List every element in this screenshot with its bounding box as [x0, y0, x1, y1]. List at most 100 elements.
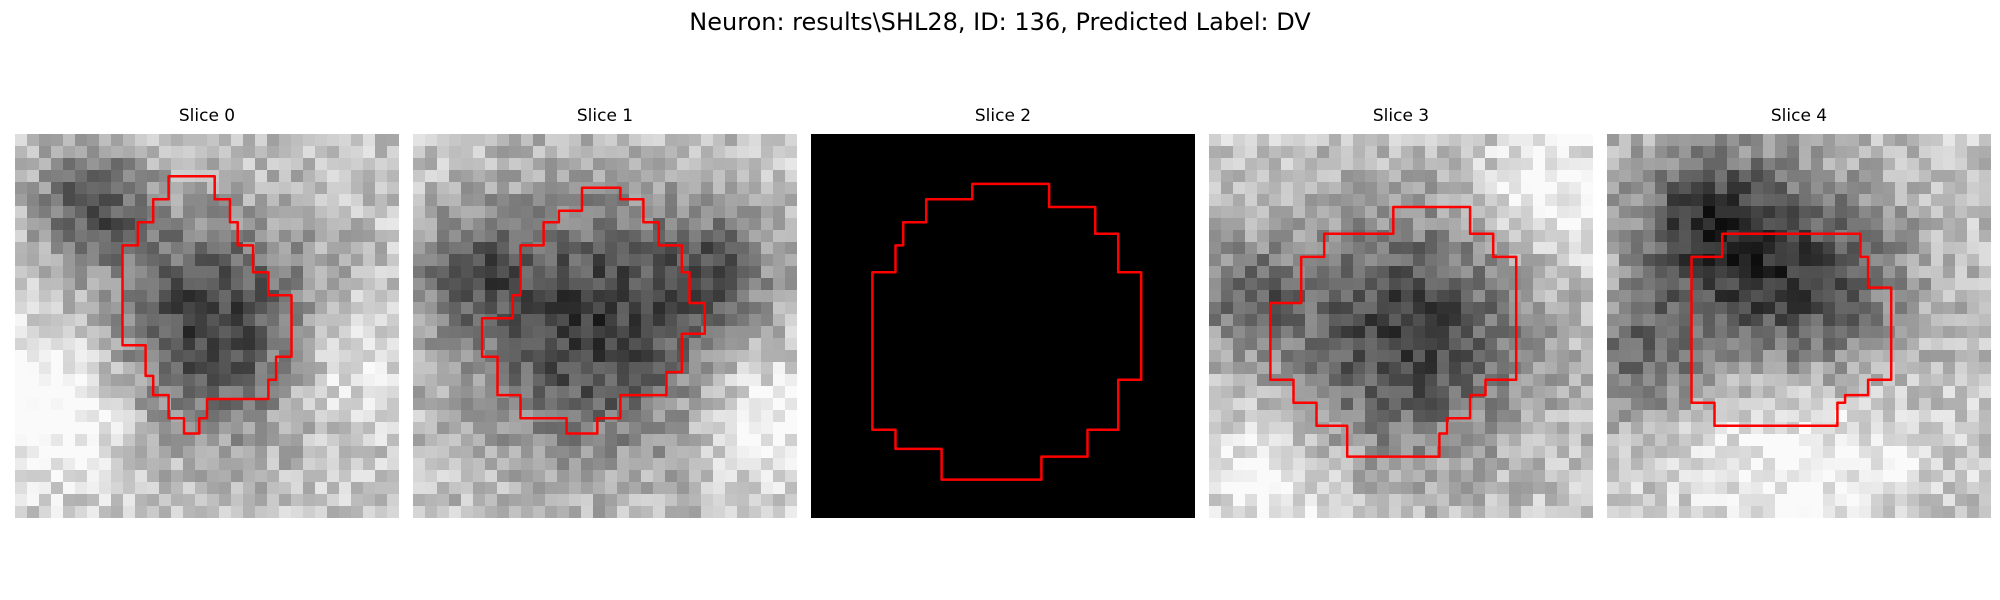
pixel	[473, 302, 486, 315]
pixel	[1257, 422, 1270, 435]
pixel	[557, 314, 570, 327]
pixel	[581, 206, 594, 219]
pixel	[665, 506, 678, 518]
pixel	[1437, 206, 1450, 219]
pixel	[689, 194, 702, 207]
pixel	[413, 242, 426, 255]
pixel	[569, 206, 582, 219]
pixel	[1979, 218, 1991, 231]
pixel	[363, 338, 376, 351]
pixel	[159, 302, 172, 315]
pixel	[677, 422, 690, 435]
pixel	[1607, 362, 1620, 375]
pixel	[1943, 134, 1956, 147]
pixel	[1293, 170, 1306, 183]
pixel	[653, 494, 666, 507]
pixel	[39, 206, 52, 219]
pixel	[1413, 482, 1426, 495]
pixel	[413, 362, 426, 375]
pixel	[509, 398, 522, 411]
pixel	[1557, 278, 1570, 291]
pixel	[1715, 506, 1728, 518]
pixel	[1341, 206, 1354, 219]
pixel	[63, 494, 76, 507]
pixel	[63, 362, 76, 375]
pixel	[27, 422, 40, 435]
pixel	[291, 254, 304, 267]
pixel	[1413, 386, 1426, 399]
pixel	[1485, 146, 1498, 159]
pixel	[1413, 206, 1426, 219]
pixel	[773, 458, 786, 471]
pixel	[413, 350, 426, 363]
pixel	[737, 434, 750, 447]
pixel	[15, 242, 28, 255]
pixel	[1919, 134, 1932, 147]
pixel	[725, 146, 738, 159]
pixel	[15, 194, 28, 207]
pixel	[291, 374, 304, 387]
pixel	[1679, 266, 1692, 279]
pixel	[219, 494, 232, 507]
pixel	[315, 482, 328, 495]
pixel	[279, 218, 292, 231]
pixel	[1533, 494, 1546, 507]
pixel	[1811, 302, 1824, 315]
pixel	[327, 278, 340, 291]
pixel	[1763, 374, 1776, 387]
pixel	[99, 458, 112, 471]
pixel	[1967, 482, 1980, 495]
pixel	[1437, 374, 1450, 387]
pixel	[1955, 338, 1968, 351]
pixel	[1341, 266, 1354, 279]
pixel	[497, 482, 510, 495]
pixel	[207, 290, 220, 303]
pixel	[1715, 362, 1728, 375]
pixel	[593, 170, 606, 183]
pixel	[737, 230, 750, 243]
pixel	[509, 410, 522, 423]
pixel	[1679, 302, 1692, 315]
pixel	[1533, 362, 1546, 375]
pixel	[1545, 254, 1558, 267]
pixel	[1655, 482, 1668, 495]
pixel	[27, 302, 40, 315]
pixel	[1413, 446, 1426, 459]
pixel	[1209, 266, 1222, 279]
pixel	[135, 266, 148, 279]
pixel	[533, 266, 546, 279]
pixel	[1955, 362, 1968, 375]
pixel	[1569, 278, 1582, 291]
pixel	[1569, 458, 1582, 471]
pixel	[1245, 362, 1258, 375]
pixel	[425, 494, 438, 507]
pixel	[171, 482, 184, 495]
pixel	[231, 290, 244, 303]
pixel	[1883, 482, 1896, 495]
pixel	[1401, 422, 1414, 435]
pixel	[1437, 146, 1450, 159]
pixel	[1703, 374, 1716, 387]
pixel	[617, 242, 630, 255]
pixel	[1473, 422, 1486, 435]
pixel	[339, 350, 352, 363]
pixel	[1557, 146, 1570, 159]
pixel	[267, 146, 280, 159]
pixel	[1497, 158, 1510, 171]
pixel	[279, 206, 292, 219]
pixel	[303, 206, 316, 219]
pixel	[1691, 374, 1704, 387]
pixel	[1281, 230, 1294, 243]
pixel	[315, 278, 328, 291]
pixel	[123, 278, 136, 291]
pixel	[653, 350, 666, 363]
pixel	[1919, 470, 1932, 483]
pixel	[1667, 374, 1680, 387]
pixel	[375, 206, 388, 219]
pixel	[773, 410, 786, 423]
slice-image	[1209, 134, 1593, 518]
pixel	[1847, 362, 1860, 375]
pixel	[713, 278, 726, 291]
pixel	[1703, 362, 1716, 375]
pixel	[231, 374, 244, 387]
